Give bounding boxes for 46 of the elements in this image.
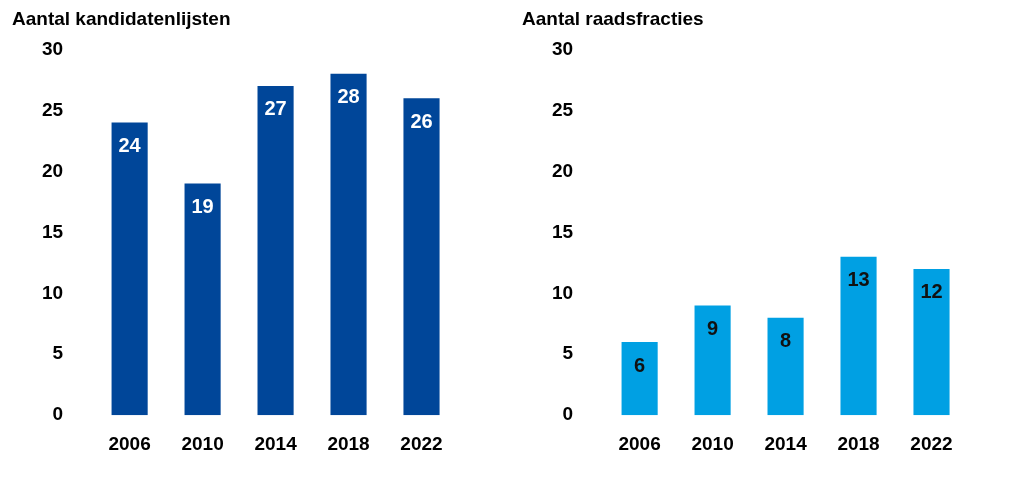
y-tick-label: 30 <box>41 37 64 59</box>
bar <box>694 305 731 416</box>
bar <box>403 98 440 416</box>
x-tick-label: 2014 <box>254 432 298 454</box>
data-label: 12 <box>920 280 943 303</box>
x-tick-label: 2022 <box>910 432 953 454</box>
y-tick-label: 20 <box>41 159 64 181</box>
x-tick-label: 2014 <box>764 432 808 454</box>
data-label: 24 <box>118 134 142 157</box>
bar <box>621 342 658 416</box>
data-label: 28 <box>337 85 360 108</box>
bar <box>913 268 950 416</box>
y-tick-label: 0 <box>52 403 64 425</box>
data-label: 9 <box>707 316 719 339</box>
y-tick-label: 15 <box>41 220 64 242</box>
x-tick-label: 2022 <box>400 432 443 454</box>
y-tick-label: 15 <box>551 220 574 242</box>
data-label: 27 <box>264 97 287 120</box>
chart-title: Aantal raadsfracties <box>522 8 704 30</box>
x-tick-label: 2018 <box>837 432 880 454</box>
y-tick-label: 25 <box>41 98 64 120</box>
x-tick-label: 2006 <box>108 432 151 454</box>
x-tick-label: 2018 <box>327 432 370 454</box>
data-label: 8 <box>780 329 792 352</box>
data-label: 26 <box>410 109 433 132</box>
y-tick-label: 10 <box>551 281 574 303</box>
y-tick-label: 30 <box>551 37 574 59</box>
bar <box>111 122 148 416</box>
y-tick-label: 0 <box>562 403 574 425</box>
bar <box>330 73 367 416</box>
chart-title: Aantal kandidatenlijsten <box>12 8 231 30</box>
y-tick-label: 5 <box>562 342 574 364</box>
data-label: 6 <box>634 353 646 376</box>
x-tick-label: 2010 <box>691 432 734 454</box>
bar <box>184 183 221 416</box>
y-tick-label: 5 <box>52 342 64 364</box>
y-tick-label: 20 <box>551 159 574 181</box>
bar <box>767 317 804 416</box>
bar <box>840 256 877 416</box>
x-tick-label: 2010 <box>181 432 224 454</box>
y-tick-label: 10 <box>41 281 64 303</box>
data-label: 19 <box>191 195 214 218</box>
bar <box>257 85 294 416</box>
x-tick-label: 2006 <box>618 432 661 454</box>
y-tick-label: 25 <box>551 98 574 120</box>
data-label: 13 <box>847 268 870 291</box>
